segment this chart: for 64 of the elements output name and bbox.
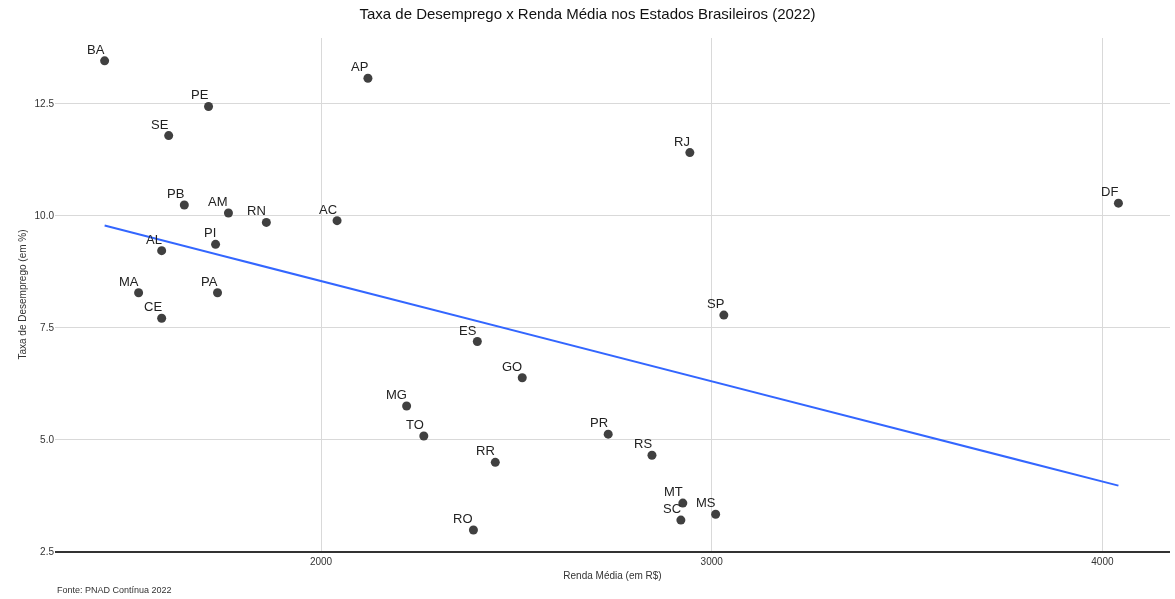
point bbox=[711, 509, 721, 519]
point bbox=[157, 246, 167, 256]
point bbox=[223, 208, 233, 218]
point bbox=[472, 337, 482, 346]
annotation: MA bbox=[119, 274, 139, 289]
x-tick-label: 2000 bbox=[309, 555, 333, 567]
y-axis-title: Taxa de Desemprego (em %) bbox=[16, 229, 28, 360]
point bbox=[603, 429, 613, 439]
y-tick-label: 2.5 bbox=[40, 545, 55, 557]
annotation: AM bbox=[208, 194, 228, 209]
annotation: SE bbox=[151, 117, 169, 132]
point bbox=[517, 373, 527, 383]
chart-title: Taxa de Desemprego x Renda Média nos Estados Brasileiros (2022) bbox=[359, 5, 816, 23]
annotation: MS bbox=[696, 495, 716, 510]
point bbox=[179, 200, 189, 210]
point bbox=[719, 310, 729, 320]
point bbox=[402, 401, 412, 411]
point bbox=[468, 525, 478, 535]
annotation: BA bbox=[87, 42, 105, 57]
annotation: GO bbox=[502, 359, 523, 374]
point bbox=[332, 216, 342, 226]
point bbox=[647, 450, 657, 460]
point bbox=[211, 239, 221, 249]
point bbox=[685, 148, 695, 158]
y-tick-label: 7.5 bbox=[40, 321, 55, 333]
x-tick-label: 4000 bbox=[1091, 555, 1114, 567]
point bbox=[100, 56, 110, 66]
point bbox=[1113, 198, 1123, 208]
point bbox=[419, 431, 429, 441]
annotation: SC bbox=[663, 501, 682, 516]
annotation: ES bbox=[459, 323, 477, 338]
annotation: RN bbox=[247, 203, 266, 218]
point bbox=[363, 73, 373, 83]
point bbox=[213, 288, 223, 298]
source-note: Fonte: PNAD Contínua 2022 bbox=[57, 585, 172, 595]
annotation: MT bbox=[664, 484, 683, 499]
annotation: PR bbox=[590, 415, 609, 430]
annotation: RJ bbox=[674, 134, 690, 149]
y-tick-label: 10.0 bbox=[34, 209, 55, 221]
point bbox=[134, 288, 144, 298]
annotation: DF bbox=[1101, 184, 1119, 199]
annotation: CE bbox=[144, 299, 163, 314]
annotation: PA bbox=[201, 274, 218, 289]
annotation: TO bbox=[406, 417, 424, 432]
x-axis-title: Renda Média (em R$) bbox=[563, 569, 662, 581]
point bbox=[261, 217, 271, 227]
annotation: PI bbox=[204, 225, 217, 240]
point bbox=[204, 101, 214, 111]
annotation: RS bbox=[634, 436, 653, 451]
y-tick-label: 5.0 bbox=[40, 433, 55, 445]
x-tick-label: 3000 bbox=[700, 555, 724, 567]
y-tick-label: 12.5 bbox=[34, 97, 55, 109]
point bbox=[164, 131, 174, 141]
annotation: RO bbox=[453, 511, 473, 526]
annotation: PE bbox=[191, 87, 209, 102]
point bbox=[490, 457, 500, 467]
annotation: AC bbox=[319, 202, 338, 217]
annotation: SP bbox=[707, 296, 725, 311]
annotation: MG bbox=[386, 387, 407, 402]
annotation: AP bbox=[351, 59, 369, 74]
point bbox=[157, 313, 167, 323]
point bbox=[676, 515, 686, 525]
annotation: PB bbox=[167, 186, 185, 201]
annotation: RR bbox=[476, 443, 495, 458]
